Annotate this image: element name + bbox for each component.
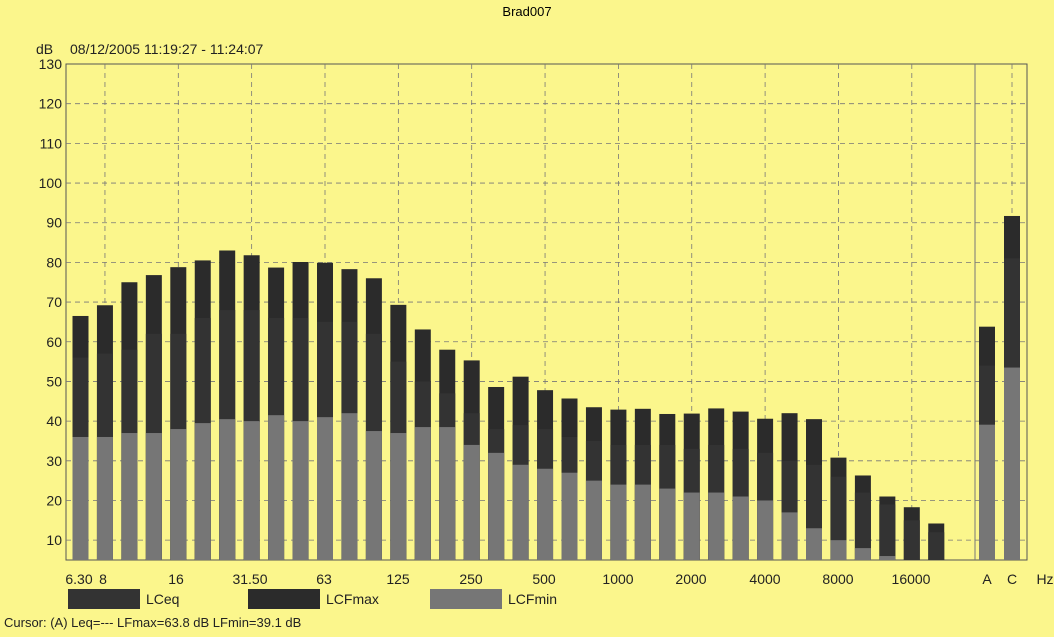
bar-lcfmin [341,413,358,560]
bar-lcfmin [170,429,187,560]
y-tick-label: 70 [46,294,62,310]
x-tick-label: 63 [316,571,332,587]
cursor-status: Cursor: (A) Leq=--- LFmax=63.8 dB LFmin=… [4,615,302,630]
y-tick-label: 110 [40,135,63,151]
y-tick-label: 120 [39,96,63,112]
bar-lceq [903,520,920,560]
y-tick-label: 80 [46,254,62,270]
y-tick-label: 10 [46,532,62,548]
x-tick-label: 4000 [749,571,780,587]
x-tick-label: 16000 [892,571,931,587]
bar-lceq [854,492,871,560]
bar-lcfmin [317,417,333,560]
bar-lcfmin [781,512,798,560]
bar-lcfmin [463,444,480,560]
x-tick-label: 2000 [675,571,706,587]
chart-title: Brad007 [502,4,551,19]
x-tick-label: 1000 [602,571,633,587]
y-tick-label: 60 [46,334,62,350]
bar-lcfmin [659,488,676,560]
legend-swatch-lcfmax [248,589,320,609]
bar-lcfmin [1004,367,1020,560]
y-tick-label: 40 [46,413,62,429]
legend-swatch-lceq [68,589,140,609]
bar-lcfmin [145,433,162,560]
bar-lcfmin [537,468,554,560]
y-unit-label: dB [36,41,53,57]
x-tick-label: 125 [386,571,410,587]
x-tick-label: 16 [168,571,184,587]
legend-label-lcfmin: LCFmin [508,591,557,607]
bar-lcfmin [757,500,774,560]
bar-lcfmin [439,427,456,560]
x-tick-label: 31.50 [232,571,267,587]
x-tick-label: 8 [99,571,107,587]
x-tick-label: 500 [532,571,556,587]
bar-lcfmin [72,436,89,560]
bar-lcfmin [512,464,529,560]
bar-lcfmin [243,421,260,560]
legend-label-lceq: LCeq [146,591,179,607]
bar-lcfmin [683,492,700,560]
bar-lcfmin [732,496,749,560]
bar-lcfmin [634,484,651,560]
bar-lcfmin [365,431,382,560]
bar-lcfmin [610,484,627,560]
bar-lcfmin [854,548,871,560]
bar-lceq [830,476,847,560]
y-tick-label: 20 [46,492,62,508]
x-tick-label: A [982,571,992,587]
bar-lcfmin [708,492,725,560]
bar-lcfmin [414,427,431,560]
y-tick-label: 90 [46,215,62,231]
bar-lcfmin [585,480,602,560]
bar-lceq [879,504,896,560]
y-tick-label: 130 [39,56,63,72]
bar-lcfmin [292,421,309,560]
bar-lcfmin [561,472,578,560]
y-tick-label: 100 [39,175,63,191]
bar-lceq [928,532,945,560]
x-tick-label: C [1007,571,1017,587]
timestamp-label: 08/12/2005 11:19:27 - 11:24:07 [70,41,264,57]
bar-lcfmin [979,424,995,560]
bar-lcfmin [219,419,236,560]
x-tick-label: 8000 [822,571,853,587]
y-tick-label: 50 [46,373,62,389]
bar-lcfmin [194,423,211,560]
x-tick-label: 250 [459,571,483,587]
legend-label-lcfmax: LCFmax [326,591,379,607]
x-unit-label: Hz [1036,571,1053,587]
bar-lcfmin [830,540,847,560]
bar-lcfmin [268,415,285,560]
bar-lcfmin [96,436,113,560]
x-tick-label: 6.30 [65,571,92,587]
bar-lcfmin [488,452,505,560]
bar-lcfmin [806,528,822,560]
y-tick-label: 30 [46,453,62,469]
bar-lcfmin [879,556,896,560]
bar-lcfmin [390,433,407,560]
bar-lcfmin [121,433,138,560]
legend-swatch-lcfmin [430,589,502,609]
